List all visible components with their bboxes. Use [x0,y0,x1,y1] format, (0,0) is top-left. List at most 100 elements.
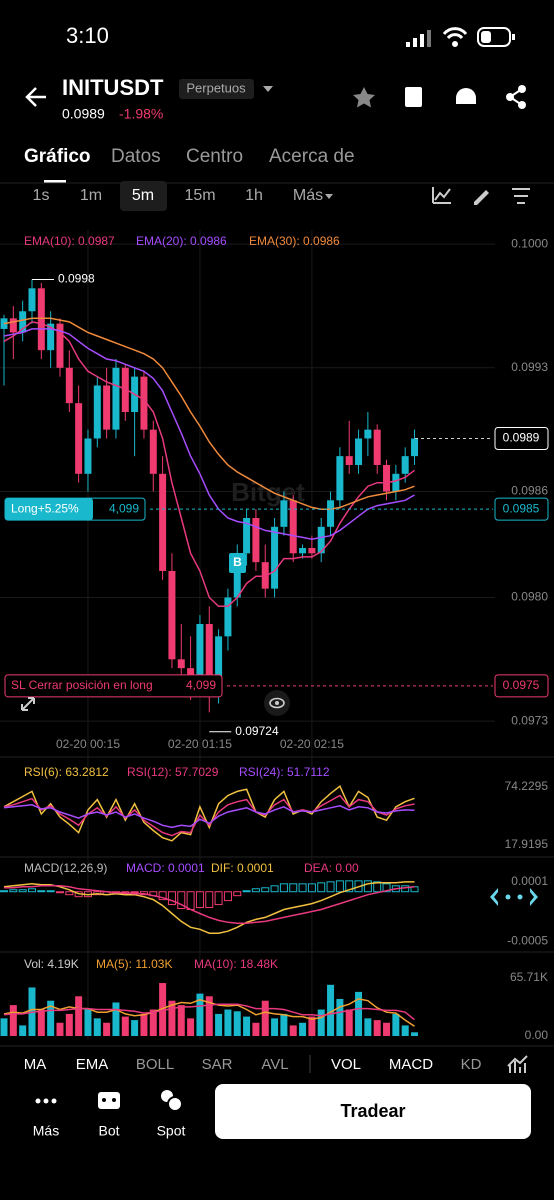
bar [37,890,46,893]
tab[interactable]: Acerca de [269,146,355,167]
share-icon[interactable] [506,85,526,109]
notes-icon[interactable] [405,87,422,107]
candle-body [327,500,335,527]
bar [84,1009,92,1036]
plot: 0.1000 0.0993 0.0986 0.0980 0.0973 02-20 00:1… [0,230,549,1042]
nav-label[interactable]: Más [33,1123,59,1139]
bar [121,1016,129,1036]
indicator[interactable]: BOLL [136,1056,174,1073]
bar [410,886,419,893]
candle-body [19,311,27,333]
change: -1.98% [119,106,163,122]
timeframe[interactable]: 15m [184,187,215,204]
candle-body [280,500,288,527]
indicator[interactable]: MA [24,1056,47,1073]
bar [233,1011,241,1036]
y-tick-label: -0.0005 [507,933,548,947]
candle-body [392,473,400,492]
candle-body [65,367,73,404]
bar [158,891,167,901]
more-icon[interactable] [35,1098,57,1104]
legend-entry: EMA(10): 0.0987 [24,234,115,248]
bar [289,883,298,893]
candle-body [336,456,344,501]
bar [298,883,307,893]
bar [205,891,214,909]
bar [187,1018,195,1036]
stop_loss-box[interactable] [4,674,223,698]
candle-body [112,367,120,430]
bar [9,889,18,893]
tab[interactable]: Gráfico [24,146,91,167]
tab[interactable]: Datos [111,146,161,167]
indicator[interactable]: VOL [331,1056,361,1073]
bar [317,882,326,893]
x-tick-label: 02-20 01:15 [168,737,232,751]
indicator[interactable]: MACD [389,1056,433,1073]
badge: Perpetuos [186,80,246,95]
legend-entry: MACD: 0.0001 [126,861,205,875]
settings-icon[interactable] [512,188,530,204]
timeframe[interactable]: 1h [245,187,263,204]
candle-body [47,323,55,351]
expand-icon[interactable] [21,697,35,711]
bar [308,1016,316,1036]
candle-body [252,517,260,563]
bot-icon[interactable] [98,1092,120,1109]
bar [93,1018,101,1036]
candle-body [308,548,316,554]
draw-icon[interactable] [474,190,489,205]
timeframes: 1s 1m 5m 15m 1h Más [33,187,324,204]
y-tick-label: 0.0986 [511,484,548,498]
bar [168,1000,176,1036]
tab-underline [44,180,66,183]
bar [19,1025,27,1036]
indicator-line [3,881,415,934]
alert-icon[interactable] [456,88,476,104]
timeframe[interactable]: 5m [132,187,154,204]
legend-entry: RSI(6): 63.2812 [24,765,109,779]
timeframe[interactable]: 1m [80,187,102,204]
y-tick-label: 0.0993 [511,360,548,374]
indicator[interactable]: EMA [76,1056,109,1073]
bar [270,885,279,893]
candle-body [103,385,111,430]
nav-label[interactable]: Spot [157,1123,186,1139]
trade-button-label[interactable]: Tradear [340,1101,405,1121]
eye-icon[interactable] [264,690,290,716]
timeframe[interactable]: 1s [33,187,50,204]
candle-body [9,318,17,333]
indicator-settings[interactable] [507,1055,528,1073]
trade-button[interactable] [215,1084,531,1139]
candle-body [271,526,279,589]
symbol-dropdown[interactable] [263,86,273,92]
y-tick-label: 17.9195 [505,837,549,851]
indicator[interactable]: AVL [261,1056,288,1073]
indicator-line [3,1003,415,1021]
legend-entry: EMA(20): 0.0986 [136,234,227,248]
bar [75,996,83,1036]
y-tick-label: 0.0973 [511,713,548,727]
back-button[interactable] [25,87,46,107]
tab[interactable]: Centro [186,146,243,167]
bar [279,883,288,893]
bar [130,891,139,894]
y-tick-label: 0.00 [525,1028,549,1042]
indicator[interactable]: KD [461,1056,482,1073]
spot-icon[interactable] [161,1090,183,1112]
macd-expand[interactable] [490,888,538,906]
high-label: 0.0998 [58,272,95,286]
more-dropdown[interactable] [325,194,333,199]
position-price-box [494,497,549,521]
position-size: 4,099 [109,501,139,515]
bar [251,888,260,893]
legend-entry: MA(10): 18.48K [194,957,278,971]
bar [411,1032,419,1036]
chart-type-icon[interactable] [432,187,451,204]
favorite-icon[interactable] [353,87,375,108]
nav-label[interactable]: Bot [98,1123,119,1139]
indicator[interactable]: SAR [202,1056,233,1073]
timeframe[interactable]: Más [293,187,323,204]
